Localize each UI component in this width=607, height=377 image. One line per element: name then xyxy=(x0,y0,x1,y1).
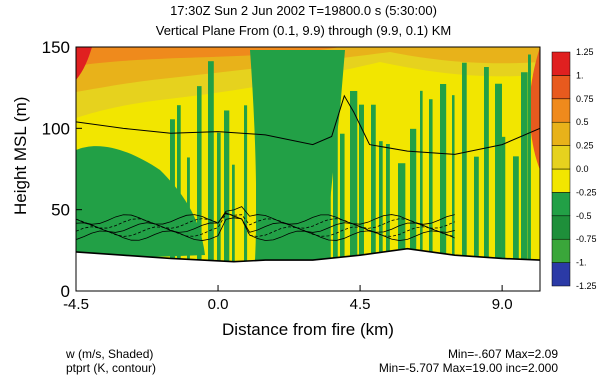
colorbar-segment xyxy=(551,75,571,100)
y-tick-label: 150 xyxy=(42,38,70,57)
colorbar-label: -0.25 xyxy=(576,187,597,197)
colorbar-label: -0.75 xyxy=(576,234,597,244)
updraft-streak xyxy=(217,132,221,291)
updraft-streak xyxy=(398,163,406,291)
contour-range-note: Min=-5.707 Max=19.00 inc=2.000 xyxy=(378,361,558,375)
colorbar-label: -1. xyxy=(576,258,587,268)
colorbar: -1.25 -1. -0.75 -0.5 -0.25 0.0 0.25 0.5 0.75 1. 1.… xyxy=(551,47,597,291)
colorbar-label: -0.5 xyxy=(576,211,592,221)
colorbar-segment xyxy=(551,238,571,263)
x-axis-label: Distance from fire (km) xyxy=(222,320,394,339)
updraft-streak xyxy=(379,141,383,291)
updraft-streak xyxy=(177,105,181,291)
y-tick-label: 0 xyxy=(61,282,70,301)
colorbar-segment xyxy=(551,121,571,146)
y-tick-label: 50 xyxy=(51,201,70,220)
x-tick-label: -4.5 xyxy=(63,296,89,313)
x-tick-label: 4.5 xyxy=(350,296,371,313)
updraft-streak xyxy=(340,133,345,291)
colorbar-segment xyxy=(551,98,571,123)
band-125-left xyxy=(76,47,92,80)
updraft-streak xyxy=(386,143,390,291)
colorbar-label: 1. xyxy=(576,70,584,80)
plot-frame xyxy=(75,46,541,292)
updraft-streak xyxy=(244,105,248,291)
band-neg025-center xyxy=(250,50,345,260)
ptprt-contour-lower xyxy=(76,213,455,237)
updraft-streak xyxy=(350,90,358,291)
updraft-streak xyxy=(429,99,433,291)
ptprt-contour-upper xyxy=(76,94,540,155)
colorbar-label: 0.5 xyxy=(576,117,589,127)
shaded-plot-area xyxy=(76,47,540,291)
x-tick-label: 9.0 xyxy=(492,296,513,313)
updraft-streak xyxy=(502,136,506,291)
updraft-streak xyxy=(359,104,364,291)
chart-title-time: 17:30Z Sun 2 Jun 2002 T=19800.0 s (5:30:… xyxy=(170,3,437,18)
updraft-streak xyxy=(513,156,519,291)
colorbar-segment xyxy=(551,145,571,170)
x-tick-label: 0.0 xyxy=(208,296,229,313)
colorbar-segment xyxy=(551,51,571,76)
colorbar-label: 1.25 xyxy=(576,47,594,57)
ptprt-contour-lower xyxy=(76,212,455,229)
shaded-range-note: Min=-.607 Max=2.09 xyxy=(447,347,558,361)
band-100-right xyxy=(529,47,540,170)
band-050 xyxy=(76,47,540,92)
updraft-streak xyxy=(452,95,455,291)
colorbar-label: 0.0 xyxy=(576,164,589,174)
colorbar-label: -1.25 xyxy=(576,281,597,291)
updraft-streak xyxy=(474,156,479,291)
updraft-streak xyxy=(187,157,190,291)
colorbar-segment xyxy=(551,168,571,193)
updraft-streak xyxy=(440,84,447,291)
updraft-streak xyxy=(232,164,235,291)
updraft-streak xyxy=(371,104,376,291)
updraft-streak xyxy=(208,61,214,291)
axes-frame: 0 50 100 150 -4.5 0.0 4.5 9.0 xyxy=(42,38,541,313)
shaded-variable-note: w (m/s, Shaded) xyxy=(66,347,154,361)
updraft-streak xyxy=(495,83,502,291)
updraft-streak xyxy=(528,54,531,291)
updraft-streak xyxy=(224,110,230,291)
updraft-streak xyxy=(170,119,175,291)
updraft-streak xyxy=(197,86,202,291)
contour-variable-note: ptprt (K, contour) xyxy=(66,361,157,375)
ptprt-contour-lower xyxy=(76,217,455,241)
ptprt-contour-lower xyxy=(76,206,455,225)
colorbar-label: 0.25 xyxy=(576,141,594,151)
colorbar-label: 0.75 xyxy=(576,94,594,104)
colorbar-segment xyxy=(551,262,571,287)
terrain-contour xyxy=(76,247,540,263)
updraft-streak xyxy=(333,62,338,291)
updraft-streak xyxy=(462,62,467,291)
colorbar-segment xyxy=(551,215,571,240)
y-tick-label: 100 xyxy=(42,119,70,138)
updraft-streak xyxy=(410,128,417,291)
updraft-streak xyxy=(420,90,423,291)
terrain-fill xyxy=(76,248,540,291)
updraft-streak xyxy=(484,67,489,291)
updraft-streak xyxy=(521,72,528,291)
ptprt-contour-lower xyxy=(76,212,455,233)
chart-title-plane: Vertical Plane From (0.1, 9.9) through (… xyxy=(155,23,452,38)
colorbar-segment xyxy=(551,192,571,217)
